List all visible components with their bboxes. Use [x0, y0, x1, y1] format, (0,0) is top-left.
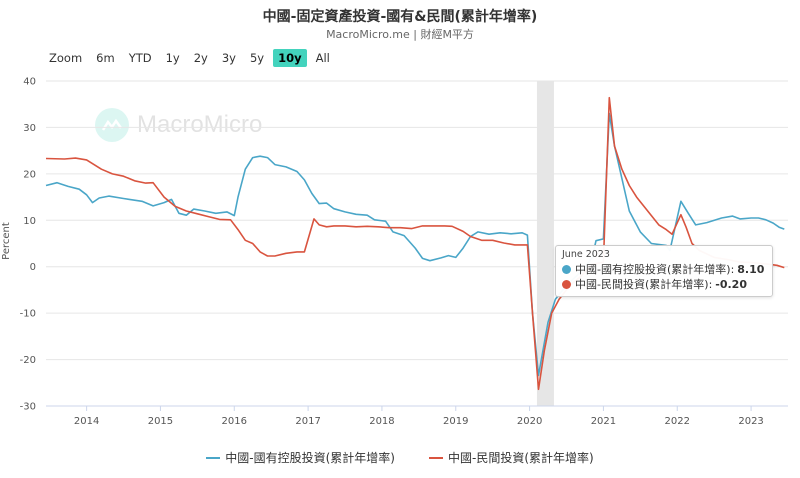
x-tick-label: 2020 [517, 416, 542, 427]
tooltip-series-value: -0.20 [715, 278, 747, 291]
legend-label: 中國-國有控股投資(累計年增率) [225, 451, 395, 465]
y-tick-label: 30 [23, 123, 36, 134]
tooltip-series-name: 中國-國有控股投資(累計年增率) [575, 263, 731, 276]
tooltip-series-name: 中國-民間投資(累計年增率) [575, 278, 709, 291]
x-tick-label: 2018 [369, 416, 394, 427]
tooltip-date: June 2023 [562, 249, 610, 260]
tooltip-dot-private-icon [562, 280, 571, 289]
x-tick-label: 2015 [148, 416, 173, 427]
y-tick-label: -10 [20, 309, 36, 320]
tooltip-row-private: 中國-民間投資(累計年增率): -0.20 [562, 277, 764, 292]
x-tick-label: 2023 [738, 416, 763, 427]
series-line-private [45, 96, 785, 391]
range-3y-button[interactable]: 3y [221, 51, 236, 65]
recession-band [536, 81, 554, 406]
chart-title: 中國-固定資產投資-國有&民間(累計年增率) [262, 9, 538, 25]
y-tick-label: -30 [20, 402, 36, 413]
chart-legend: 中國-國有控股投資(累計年增率) 中國-民間投資(累計年增率) [0, 449, 800, 466]
x-tick-label: 2021 [591, 416, 616, 427]
tooltip-series-value: 8.10 [737, 263, 765, 276]
range-1y-button[interactable]: 1y [165, 51, 180, 65]
x-tick-label: 2014 [74, 416, 99, 427]
range-selector: Zoom 6m YTD 1y 2y 3y 5y 10y All [44, 49, 335, 67]
legend-line-icon [429, 456, 443, 459]
range-10y-button[interactable]: 10y [273, 49, 307, 67]
range-2y-button[interactable]: 2y [193, 51, 208, 65]
x-tick-label: 2017 [295, 416, 320, 427]
x-tick-label: 2016 [222, 416, 247, 427]
legend-line-icon [206, 456, 221, 459]
range-ytd-button[interactable]: YTD [128, 51, 152, 65]
x-tick-label: 2019 [443, 416, 468, 427]
y-tick-label: 10 [23, 216, 36, 227]
legend-item-state-owned[interactable]: 中國-國有控股投資(累計年增率) [206, 449, 395, 466]
data-tooltip: June 2023 中國-國有控股投資(累計年增率): 8.10 中國-民間投資… [555, 245, 774, 297]
range-all-button[interactable]: All [315, 51, 330, 65]
range-6m-button[interactable]: 6m [96, 51, 115, 65]
range-5y-button[interactable]: 5y [249, 51, 265, 65]
y-tick-label: -20 [20, 355, 36, 366]
chart-subtitle: MacroMicro.me | 財經M平方 [326, 28, 474, 41]
tooltip-dot-state-icon [562, 265, 571, 274]
range-zoom-label: Zoom [49, 51, 83, 65]
y-tick-label: 0 [30, 262, 36, 273]
y-tick-label: 20 [23, 169, 36, 180]
x-tick-label: 2022 [665, 416, 690, 427]
legend-label: 中國-民間投資(累計年增率) [448, 451, 594, 465]
tooltip-row-state: 中國-國有控股投資(累計年增率): 8.10 [562, 262, 764, 277]
y-tick-label: 40 [23, 77, 36, 88]
y-axis-label: Percent [1, 222, 12, 260]
legend-item-private[interactable]: 中國-民間投資(累計年增率) [429, 449, 594, 466]
